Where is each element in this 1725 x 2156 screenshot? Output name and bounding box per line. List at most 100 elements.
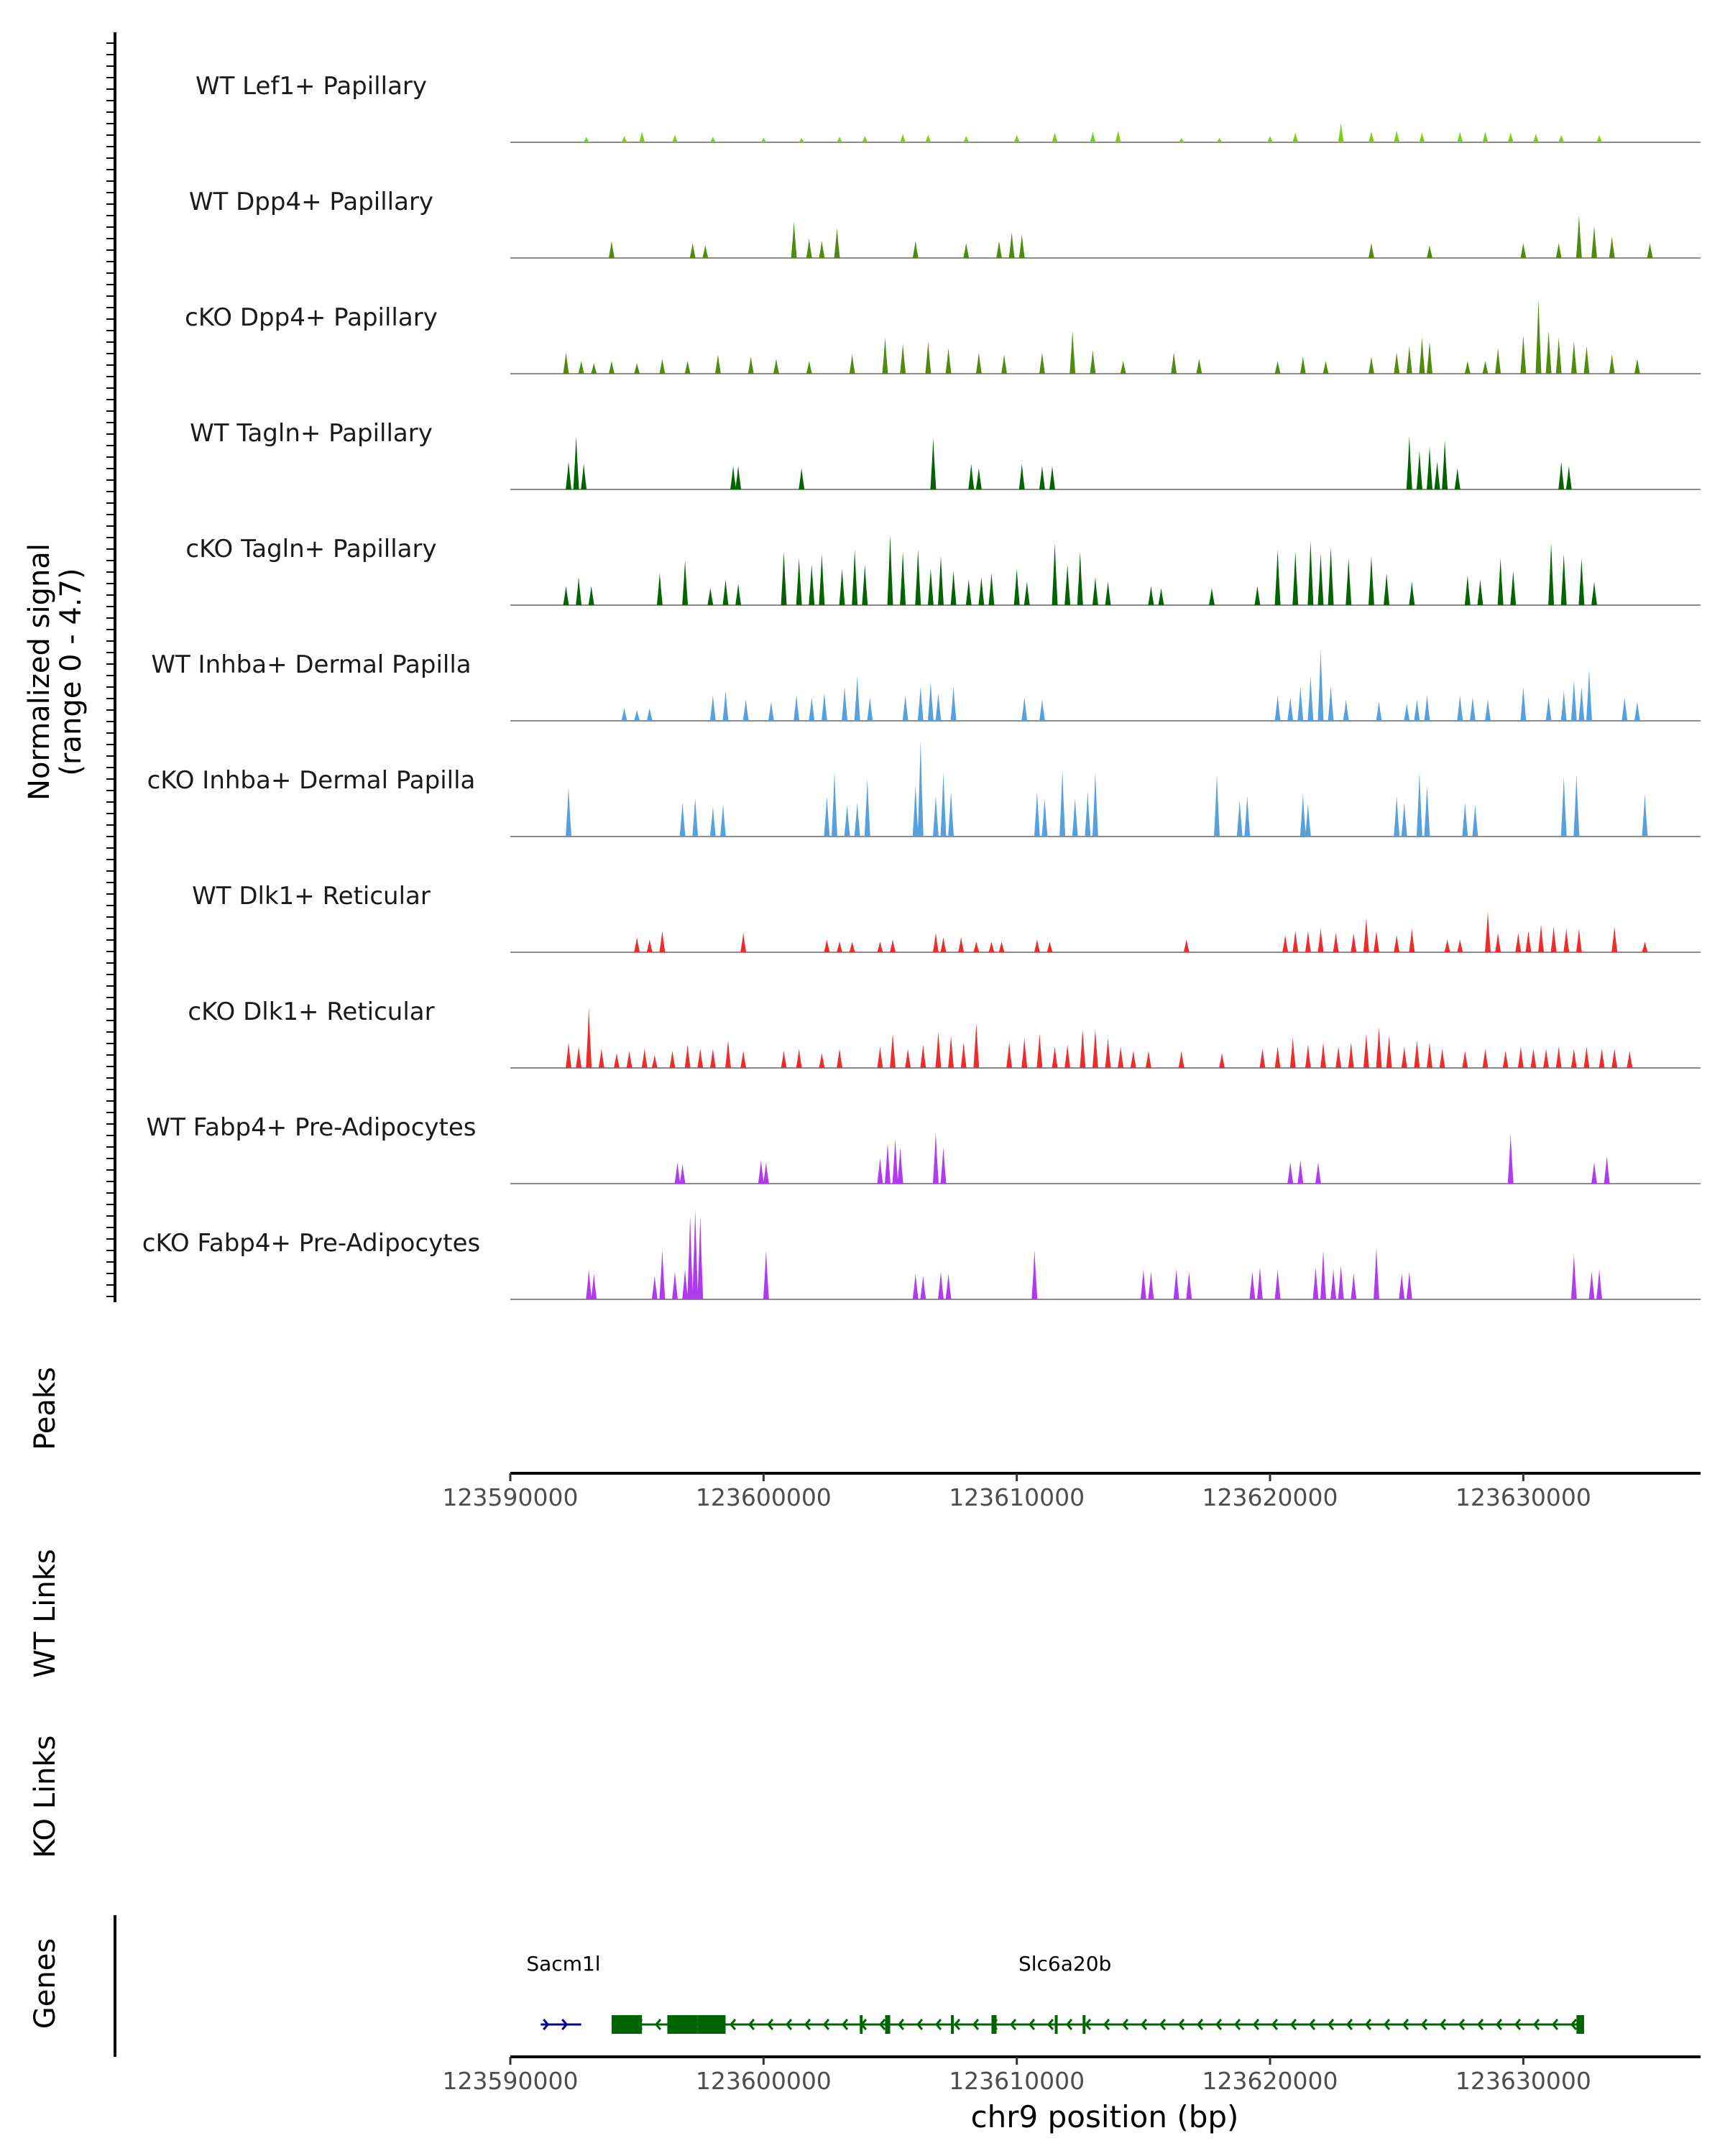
signal-peak (1244, 796, 1251, 837)
signal-peak (1292, 551, 1299, 605)
signal-peak (748, 356, 754, 374)
signal-peak (1307, 540, 1314, 605)
signal-peak (1105, 581, 1111, 605)
signal-peak (1482, 132, 1489, 142)
signal-peak (1394, 130, 1400, 142)
signal-peak (1148, 1271, 1154, 1299)
strand-arrow (878, 2019, 886, 2030)
signal-peak (1563, 929, 1570, 952)
gene-Sacm1l: Sacm1l (526, 1952, 601, 2030)
gene-exon (885, 2015, 891, 2034)
x-axis-title: chr9 position (bp) (971, 2099, 1239, 2134)
strand-arrow (1495, 2019, 1503, 2030)
strand-arrow (1476, 2019, 1484, 2030)
signal-peak (950, 686, 957, 721)
signal-peak (1338, 1265, 1344, 1299)
signal-peak (735, 466, 742, 489)
signal-peak (1256, 1267, 1263, 1299)
signal-peak (1394, 796, 1400, 837)
signal-peak (576, 577, 582, 605)
signal-peak (1297, 1160, 1304, 1184)
signal-peak (714, 354, 721, 374)
x-tick-label: 123620000 (1202, 1483, 1338, 1511)
signal-peak (1570, 1254, 1577, 1299)
signal-peak (1092, 1029, 1098, 1068)
track-7: WT Dlk1+ Reticular (192, 882, 1701, 953)
signal-y-axis (106, 32, 116, 1302)
signal-peak (791, 221, 797, 258)
signal-peak (849, 941, 855, 952)
signal-peak (1072, 798, 1078, 837)
signal-peak (1576, 215, 1582, 258)
signal-peak (1419, 337, 1425, 374)
gene-exon (611, 2015, 643, 2034)
signal-peak (626, 1051, 632, 1068)
signal-peak (1515, 933, 1522, 952)
signal-peak (978, 577, 985, 605)
strand-arrow (748, 2019, 755, 2030)
signal-peak (902, 695, 908, 721)
signal-peak (1472, 804, 1478, 837)
signal-peak (854, 802, 860, 837)
signal-peak (1609, 236, 1615, 258)
signal-peak (1363, 918, 1369, 952)
signal-peak (651, 1276, 658, 1299)
signal-peak (862, 136, 868, 142)
signal-peak (768, 701, 774, 721)
strand-arrow (1028, 2019, 1036, 2030)
signal-peak (1573, 774, 1580, 837)
signal-peak (687, 1215, 694, 1299)
signal-peak (1064, 564, 1071, 605)
signal-peak (1576, 929, 1582, 952)
track-4: cKO Tagln+ Papillary (185, 534, 1701, 606)
strand-arrow (1159, 2019, 1167, 2030)
signal-peak (1105, 1038, 1111, 1068)
signal-peak (1274, 361, 1281, 374)
signal-peak (1444, 939, 1450, 952)
signal-peak (1406, 1271, 1412, 1299)
signal-peak (1070, 331, 1076, 374)
signal-peak (659, 359, 666, 374)
signal-peak (1588, 1271, 1595, 1299)
signal-peak (1401, 1046, 1407, 1068)
signal-peak (1328, 686, 1334, 721)
signal-peak (1406, 436, 1412, 489)
signal-peak (1034, 791, 1040, 837)
signal-peak (862, 564, 868, 605)
track-0: WT Lef1+ Papillary (196, 72, 1701, 143)
signal-peak (1525, 931, 1532, 952)
strand-arrow (972, 2019, 980, 2030)
signal-peak (1305, 1044, 1311, 1068)
signal-peak (1305, 931, 1311, 952)
signal-peak (1368, 243, 1374, 258)
signal-peak (1090, 350, 1096, 374)
signal-peak (692, 798, 699, 837)
strand-arrow (543, 2019, 550, 2030)
gene-exon (1082, 2015, 1086, 2034)
signal-peak (684, 361, 691, 374)
signal-peak (1409, 929, 1415, 952)
signal-peak (1039, 352, 1045, 374)
signal-peak (1386, 1036, 1392, 1068)
signal-peak (735, 584, 742, 605)
signal-peak (1289, 1038, 1296, 1068)
signal-peak (1178, 1051, 1184, 1068)
signal-peak (1495, 348, 1501, 374)
signal-peak (1532, 134, 1539, 142)
signal-peak (697, 1215, 704, 1299)
signal-peak (1024, 581, 1030, 605)
signal-peak (1031, 1250, 1038, 1299)
signal-peak (641, 1049, 648, 1068)
strand-arrow (1402, 2019, 1409, 2030)
signal-peak (1305, 804, 1311, 837)
strand-arrow (1103, 2019, 1110, 2030)
signal-peak (656, 573, 663, 605)
x-tick-label: 123630000 (1455, 1483, 1591, 1511)
signal-peak (1555, 243, 1562, 258)
track-label: cKO Dlk1+ Reticular (188, 998, 434, 1026)
signal-peak (1419, 132, 1425, 142)
signal-peak (573, 436, 579, 489)
signal-peak (1092, 772, 1098, 837)
track-label: WT Tagln+ Papillary (190, 419, 433, 448)
signal-peak (1497, 558, 1504, 605)
